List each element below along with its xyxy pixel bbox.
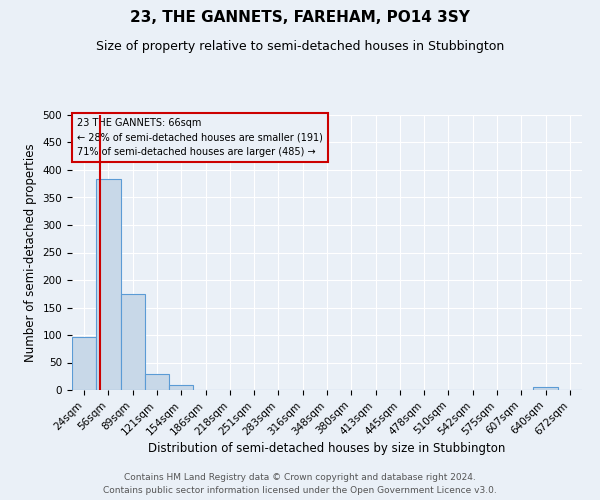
Text: 23, THE GANNETS, FAREHAM, PO14 3SY: 23, THE GANNETS, FAREHAM, PO14 3SY	[130, 10, 470, 25]
Bar	[145, 374, 169, 390]
Text: Size of property relative to semi-detached houses in Stubbington: Size of property relative to semi-detach…	[96, 40, 504, 53]
Text: 23 THE GANNETS: 66sqm
← 28% of semi-detached houses are smaller (191)
71% of sem: 23 THE GANNETS: 66sqm ← 28% of semi-deta…	[77, 118, 323, 158]
Y-axis label: Number of semi-detached properties: Number of semi-detached properties	[24, 143, 37, 362]
Bar	[121, 294, 145, 390]
Bar	[533, 387, 558, 390]
X-axis label: Distribution of semi-detached houses by size in Stubbington: Distribution of semi-detached houses by …	[148, 442, 506, 455]
Bar	[169, 384, 193, 390]
Bar	[72, 337, 96, 390]
Text: Contains HM Land Registry data © Crown copyright and database right 2024.
Contai: Contains HM Land Registry data © Crown c…	[103, 474, 497, 495]
Bar	[96, 180, 121, 390]
